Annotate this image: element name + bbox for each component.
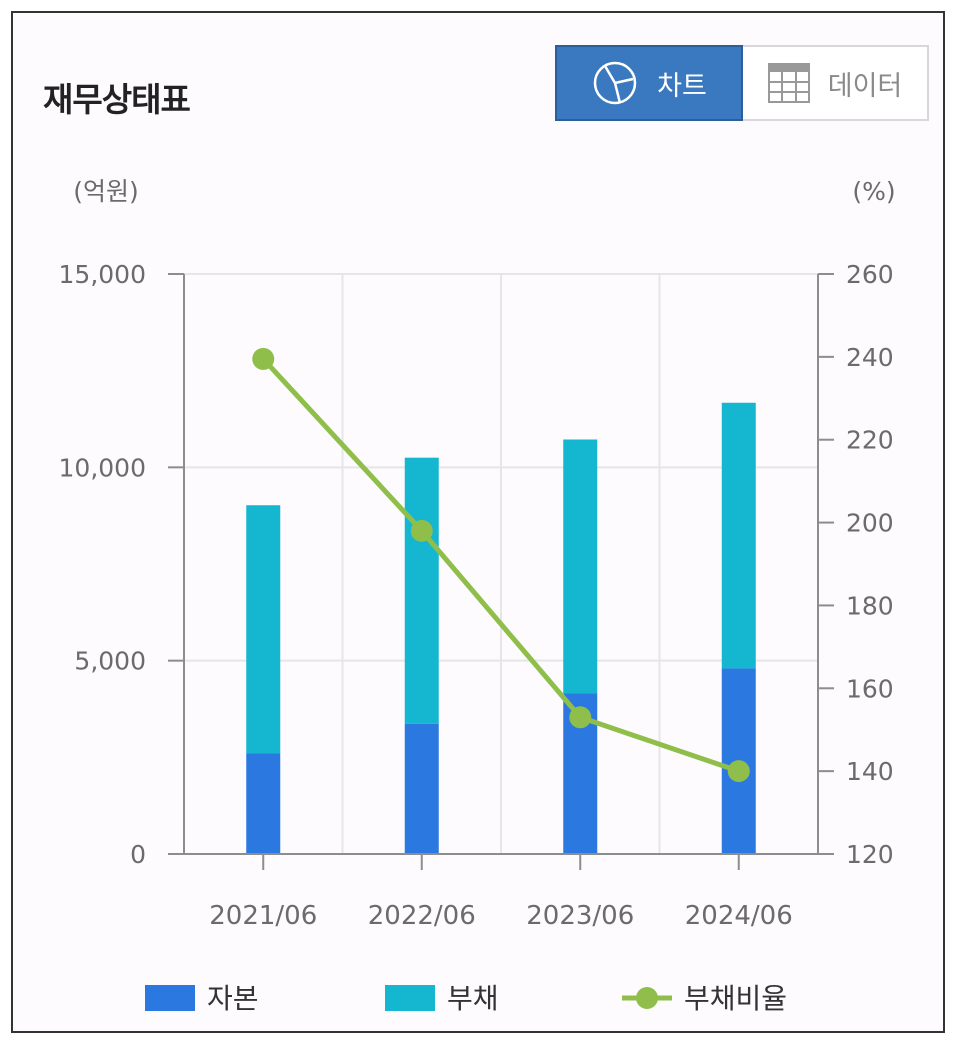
pie-chart-icon [593, 61, 637, 105]
view-toggle: 차트 데이터 [555, 45, 929, 121]
data-tab-button[interactable]: 데이터 [743, 45, 929, 121]
chart-tab-button[interactable]: 차트 [555, 45, 743, 121]
data-tab-label: 데이터 [827, 70, 903, 102]
chart-tab-label: 차트 [657, 70, 707, 102]
table-grid-icon [767, 63, 810, 103]
chart-card: 재무상태표 [11, 11, 945, 1033]
page-title: 재무상태표 [43, 80, 191, 119]
